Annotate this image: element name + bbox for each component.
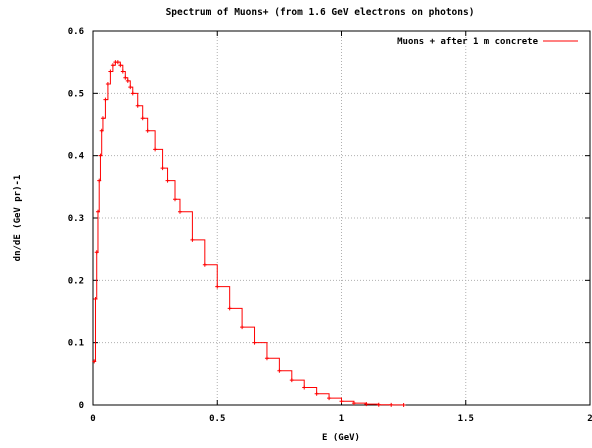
y-axis-label: dn/dE (GeV pr)-1 <box>13 175 23 262</box>
data-point <box>153 147 158 152</box>
data-point <box>97 178 102 183</box>
data-point <box>264 356 269 361</box>
data-point <box>202 262 207 267</box>
data-point <box>277 368 282 373</box>
y-tick-label: 0.1 <box>68 339 84 349</box>
data-point <box>128 85 133 90</box>
x-tick-label: 1.5 <box>458 414 474 424</box>
x-tick-label: 0.5 <box>209 414 225 424</box>
series-line <box>94 61 405 406</box>
data-point <box>215 284 220 289</box>
data-point <box>140 116 145 121</box>
x-tick-label: 2 <box>587 414 592 424</box>
data-point <box>339 399 344 404</box>
legend-label: Muons + after 1 m concrete <box>397 37 538 47</box>
data-point <box>302 385 307 390</box>
data-point <box>401 403 406 407</box>
x-tick-label: 0 <box>90 414 95 424</box>
data-point <box>94 250 99 255</box>
data-point <box>227 306 232 311</box>
x-tick-label: 1 <box>339 414 344 424</box>
y-tick-label: 0.5 <box>68 89 84 99</box>
data-point <box>110 63 115 68</box>
data-point <box>160 166 165 171</box>
data-point <box>177 209 182 214</box>
data-point <box>105 81 110 86</box>
data-point <box>314 391 319 396</box>
data-point <box>115 60 120 65</box>
grid-lines <box>93 31 590 405</box>
y-tick-label: 0 <box>79 401 84 411</box>
legend: Muons + after 1 m concrete <box>397 37 578 47</box>
data-point <box>289 378 294 383</box>
data-point <box>165 178 170 183</box>
data-point <box>376 402 381 407</box>
data-point <box>145 128 150 133</box>
data-point <box>123 75 128 80</box>
y-tick-label: 0.2 <box>68 276 84 286</box>
data-point <box>118 63 123 68</box>
y-tick-label: 0.6 <box>68 27 84 37</box>
data-point <box>100 116 105 121</box>
x-axis-label: E (GeV) <box>322 433 360 443</box>
axis-ticks: 0 0.5 1 1.5 2 0 0.1 0.2 0.3 0.4 0.5 0.6 <box>68 27 592 424</box>
series-layer <box>92 60 406 407</box>
data-point <box>120 69 125 74</box>
data-point <box>190 237 195 242</box>
data-point <box>92 359 97 364</box>
data-point <box>364 402 369 407</box>
data-point <box>125 78 130 83</box>
data-point <box>173 197 178 202</box>
data-point <box>103 97 108 102</box>
data-point <box>93 297 98 302</box>
data-point <box>351 401 356 406</box>
data-point <box>240 325 245 330</box>
data-point <box>98 153 103 158</box>
y-tick-label: 0.3 <box>68 214 84 224</box>
data-point <box>108 69 113 74</box>
data-point <box>95 209 100 214</box>
data-point <box>389 402 394 407</box>
data-point <box>327 396 332 401</box>
data-point <box>130 91 135 96</box>
data-point <box>135 103 140 108</box>
data-point <box>99 128 104 133</box>
data-point <box>252 340 257 345</box>
chart-title: Spectrum of Muons+ (from 1.6 GeV electro… <box>166 7 475 18</box>
y-tick-label: 0.4 <box>68 152 85 162</box>
